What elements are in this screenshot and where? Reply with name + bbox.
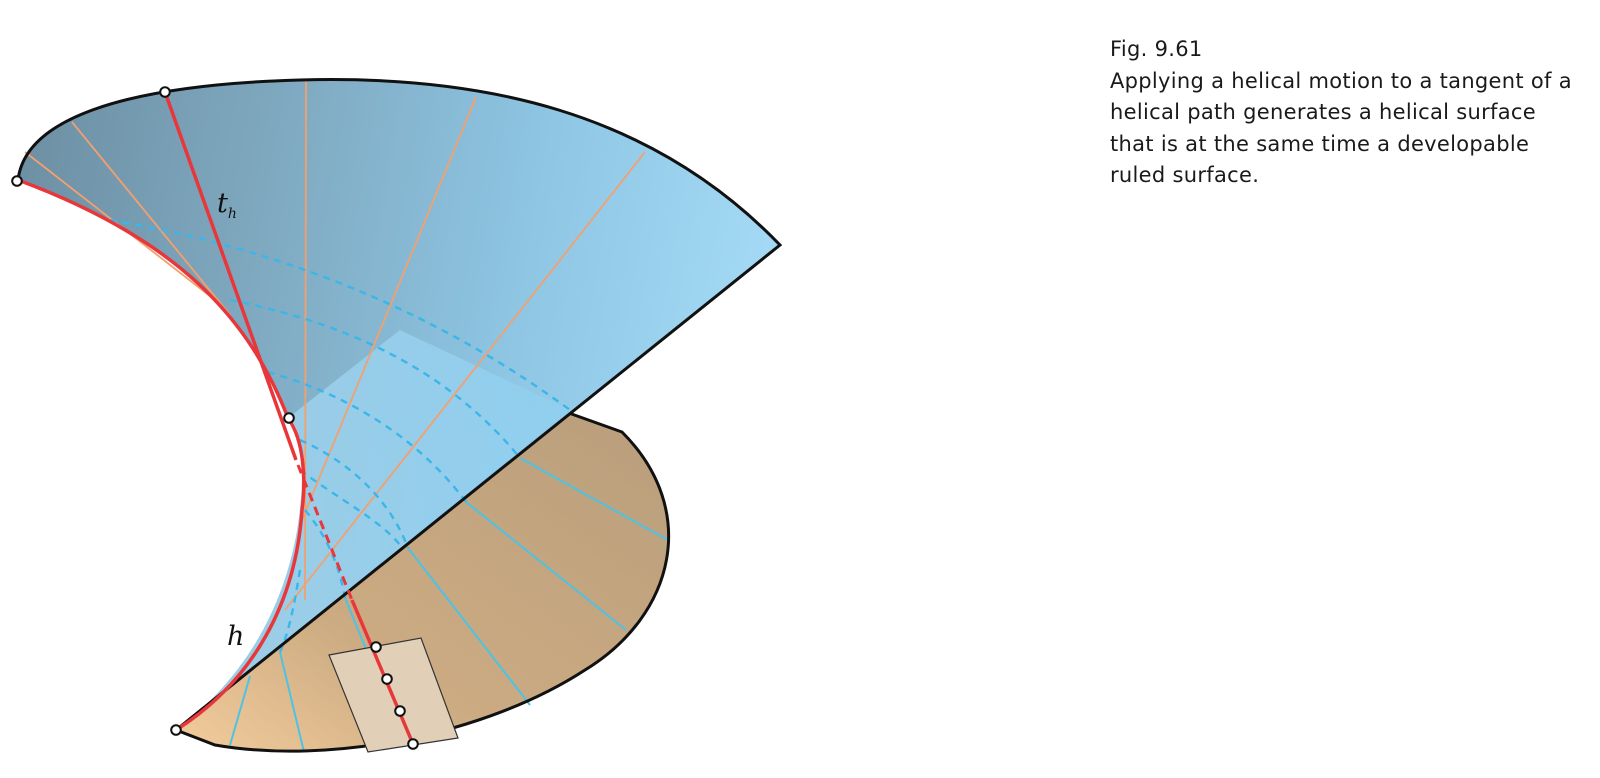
tangent-line-lower-part xyxy=(350,599,415,745)
tangent-label: th xyxy=(217,188,237,222)
point-on-tangent-2 xyxy=(381,673,393,685)
point-bottom-helix-end xyxy=(170,724,182,736)
tangent-label-subscript: h xyxy=(228,206,237,222)
tan-surface-outline xyxy=(175,410,671,753)
tangent-line-hidden-part xyxy=(296,464,354,601)
helix-curve-h xyxy=(17,178,306,732)
figure-number: Fig. 9.61 xyxy=(1110,37,1203,61)
point-tangent-top xyxy=(159,86,171,98)
caption-text: Applying a helical motion to a tangent o… xyxy=(1110,68,1572,188)
figure-caption: Fig. 9.61 Applying a helical motion to a… xyxy=(1110,34,1580,192)
blue-surface-outline xyxy=(16,78,783,732)
tangent-line-th xyxy=(163,91,298,461)
point-on-tangent-1 xyxy=(370,641,382,653)
point-tangency xyxy=(283,412,295,424)
point-on-tangent-3 xyxy=(394,705,406,717)
points xyxy=(11,86,419,750)
hidden-dashed-curves xyxy=(109,218,571,653)
point-on-tangent-4 xyxy=(407,738,419,750)
blue-lower-wedge xyxy=(176,330,570,730)
helix-label: h xyxy=(227,621,244,652)
tan-lower-surface xyxy=(176,412,669,752)
point-top-helix-end xyxy=(11,175,23,187)
orange-rulings xyxy=(24,79,646,611)
